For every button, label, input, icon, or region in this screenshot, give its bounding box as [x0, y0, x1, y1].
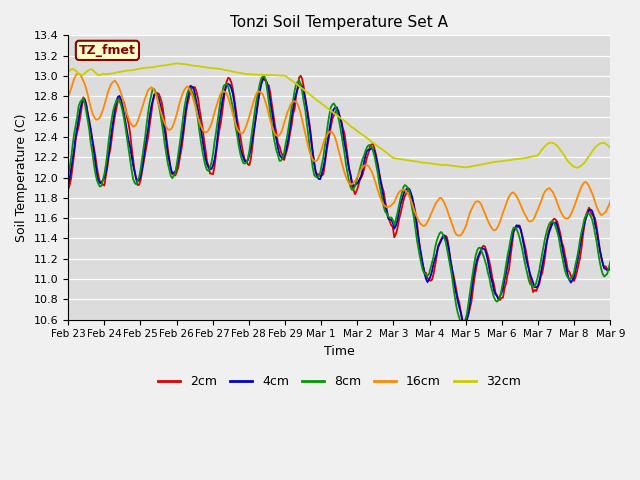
Text: TZ_fmet: TZ_fmet [79, 44, 136, 57]
X-axis label: Time: Time [324, 345, 355, 358]
Legend: 2cm, 4cm, 8cm, 16cm, 32cm: 2cm, 4cm, 8cm, 16cm, 32cm [152, 370, 526, 393]
Title: Tonzi Soil Temperature Set A: Tonzi Soil Temperature Set A [230, 15, 448, 30]
Y-axis label: Soil Temperature (C): Soil Temperature (C) [15, 113, 28, 242]
